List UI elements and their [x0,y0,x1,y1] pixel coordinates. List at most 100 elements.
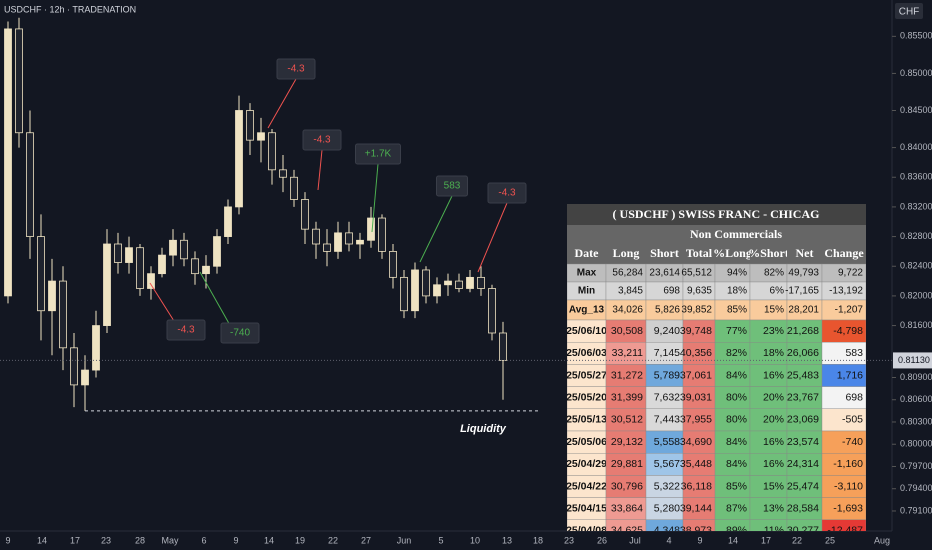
candle-body [191,258,199,275]
table-cell-text: -1,693 [833,502,863,514]
table-header: Long [613,246,640,260]
y-tick-label: 0.84500 [900,105,932,115]
y-tick-label: 0.79400 [900,483,932,493]
table-header: Change [824,246,864,260]
candle-body [4,28,12,297]
x-tick-label: May [161,535,179,545]
x-tick-label: 26 [597,535,607,545]
annotation: -4.3 [498,188,516,199]
candle-body [477,276,485,289]
candle-body [345,232,353,245]
table-cell-text: 34,026 [612,305,643,316]
candle-body [125,247,133,263]
candle-body [411,269,419,312]
candle-body [422,269,430,297]
table-cell-text: 87% [726,502,747,514]
table-cell-text: 30,508 [611,325,643,337]
table-cell-text: 23% [763,325,784,337]
table-header: Date [575,246,600,260]
annotation-arrow [371,163,379,233]
header-bg [683,244,715,264]
table-cell-text: 698 [663,286,680,297]
candle-body [367,217,375,241]
candle-body [246,110,254,141]
header-bg [646,244,683,264]
table-cell-text: 24,314 [787,458,819,470]
table-cell-text: 25/05/13 [566,414,607,426]
table-cell-text: 65,512 [681,268,712,279]
y-tick-label: 0.84000 [900,142,932,152]
candle-body [103,243,111,326]
table-cell-text: 13% [763,502,784,514]
header-bg [822,244,866,264]
table-cell-text: -3,110 [834,480,863,492]
table-cell-text: Max [577,268,597,279]
y-tick-label: 0.85500 [900,31,932,41]
table-cell-text: 39,031 [680,391,712,403]
candle-body [323,243,331,252]
liquidity-label: Liquidity [460,423,507,435]
annotation: -4.3 [287,64,305,75]
table-cell-text: 21,268 [787,325,819,337]
table-cell-text: -13,192 [829,286,863,297]
table-cell-text: 4,348 [654,525,680,537]
y-tick-label: 0.80000 [900,439,932,449]
table-cell-text: 3,845 [618,286,643,297]
table-header: Net [796,246,814,260]
y-tick-label: 0.82400 [900,261,932,271]
candle-body [499,332,507,361]
table-cell-text: 9,635 [687,286,712,297]
x-tick-label: 28 [135,535,145,545]
annotation-arrow [419,195,453,263]
candle-body [312,228,320,245]
table-cell-text: -4,798 [833,325,863,337]
candle-body [114,243,122,263]
candle-body [37,236,45,312]
table-cell-text: 29,132 [611,436,643,448]
table-cell-text: 5,789 [654,369,680,381]
table-cell-text: 26,066 [787,347,819,359]
header-bg [715,244,750,264]
table-cell-text: 80% [726,391,747,403]
x-tick-label: 27 [361,535,371,545]
table-header: Total [686,246,713,260]
table-cell-text: 5,280 [654,502,680,514]
table-cell-text: 23,574 [787,436,819,448]
table-cell-text: 9,240 [654,325,680,337]
candle-body [433,284,441,297]
x-tick-label: 17 [761,535,771,545]
last-price-label: 0.81130 [898,355,930,365]
table-cell-text: 49,793 [788,268,819,279]
table-cell-text: 25/05/20 [566,391,607,403]
candle-body [147,273,155,289]
table-cell-text: 28,584 [787,502,819,514]
table-cell [821,519,866,531]
cot-table: ( USDCHF ) SWISS FRANC - CHICAG Non Comme… [566,204,866,537]
x-tick-label: Jul [629,535,641,545]
table-cell-text: -740 [842,436,863,448]
table-cell-text: 25/04/08 [566,525,607,537]
table-cell-text: -1,160 [833,458,863,470]
candle-body [444,280,452,286]
table-cell-text: 5,558 [654,436,680,448]
annotation-box [166,319,206,341]
candle-body [334,232,342,252]
annotation-box [220,322,260,344]
candle-body [81,369,89,386]
y-tick-label: 0.83600 [900,172,932,182]
header-bg [750,244,787,264]
x-tick-label: 9 [5,535,10,545]
candle-body [466,276,474,289]
table-cell-text: 6% [770,286,785,297]
y-tick-label: 0.80900 [900,372,932,382]
table-cell-text: 11% [764,525,784,537]
table-cell-text: 1,716 [837,369,863,381]
table-group: Non Commercials [690,227,782,241]
table-cell-text: 94% [727,268,747,279]
annotation-arrow [317,149,323,191]
last-price-box [893,352,932,369]
x-tick-label: 22 [792,535,802,545]
chart-title: USDCHF · 12h · TRADENATION [4,4,136,14]
table-cell-text: -12,487 [827,525,863,537]
x-tick-label: 23 [564,535,574,545]
